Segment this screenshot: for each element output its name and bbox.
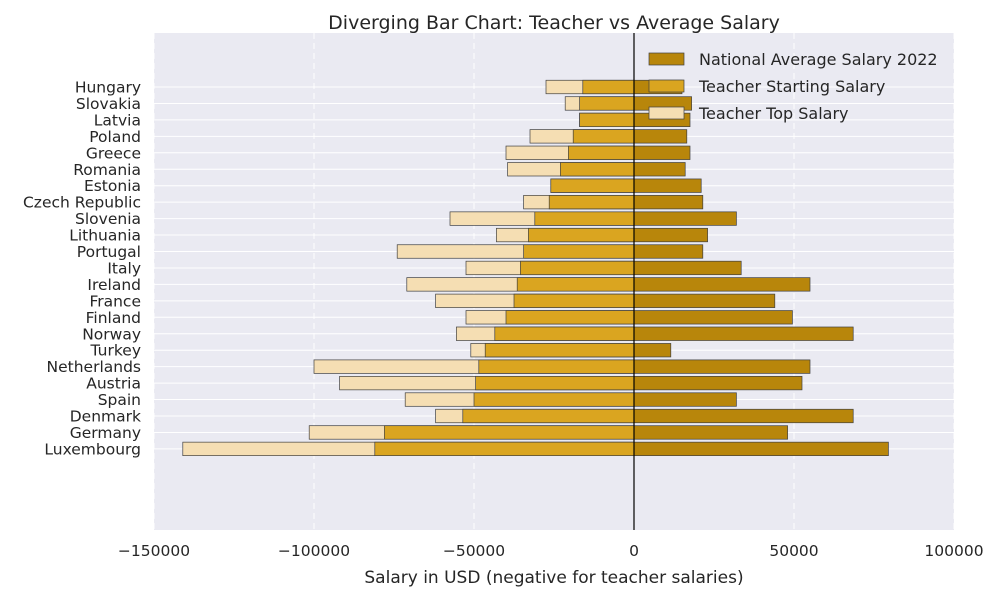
bar-national-average-salary-2022-turkey	[633, 343, 672, 358]
bar-national-average-salary-2022-ireland	[633, 277, 811, 292]
bar-teacher-starting-salary-estonia	[550, 178, 635, 193]
bar-national-average-salary-2022-norway	[633, 326, 854, 341]
y-tick-label: Czech Republic	[23, 194, 141, 212]
bar-national-average-salary-2022-luxembourg	[633, 441, 889, 456]
bar-teacher-starting-salary-lithuania	[528, 227, 635, 243]
legend-label: Teacher Top Salary	[698, 104, 849, 123]
y-tick-label: Turkey	[90, 342, 141, 360]
bars	[182, 79, 889, 456]
bar-teacher-starting-salary-italy	[520, 260, 635, 276]
x-tick-label: −50000	[443, 542, 505, 560]
bar-teacher-starting-salary-czech-republic	[548, 195, 635, 210]
y-tick-label: Lithuania	[69, 227, 141, 245]
y-tick-labels: HungarySlovakiaLatviaPolandGreeceRomania…	[23, 79, 141, 459]
x-tick-label: 100000	[924, 542, 983, 560]
bar-teacher-starting-salary-austria	[475, 376, 635, 391]
y-tick-label: Slovenia	[75, 210, 141, 228]
bar-national-average-salary-2022-estonia	[633, 178, 702, 193]
x-tick-labels: −150000 −100000 −50000 0 50000 100000	[118, 542, 984, 560]
legend-label: National Average Salary 2022	[699, 50, 938, 69]
bar-teacher-starting-salary-slovakia	[579, 96, 635, 111]
y-tick-label: Ireland	[87, 276, 141, 294]
bar-national-average-salary-2022-france	[633, 293, 776, 308]
y-tick-label: Germany	[70, 424, 141, 442]
y-tick-label: Romania	[73, 161, 141, 179]
y-tick-label: France	[89, 292, 141, 310]
y-tick-label: Luxembourg	[44, 440, 141, 458]
bar-national-average-salary-2022-czech-republic	[633, 195, 704, 210]
bar-teacher-starting-salary-greece	[568, 145, 635, 160]
bar-teacher-starting-salary-poland	[572, 129, 635, 144]
y-tick-label: Finland	[86, 309, 141, 327]
legend-label: Teacher Starting Salary	[698, 77, 885, 96]
bar-teacher-starting-salary-luxembourg	[374, 441, 635, 456]
y-tick-label: Latvia	[94, 111, 141, 129]
bar-teacher-starting-salary-turkey	[484, 343, 635, 358]
bar-national-average-salary-2022-finland	[633, 310, 793, 325]
bar-national-average-salary-2022-romania	[633, 162, 686, 177]
legend: National Average Salary 2022 Teacher Star…	[648, 50, 938, 123]
y-tick-label: Norway	[82, 325, 141, 343]
y-tick-label: Poland	[89, 128, 141, 146]
bar-national-average-salary-2022-lithuania	[633, 227, 708, 243]
y-tick-label: Italy	[107, 259, 141, 277]
x-tick-label: −100000	[278, 542, 350, 560]
bar-teacher-starting-salary-germany	[384, 425, 635, 440]
y-tick-label: Slovakia	[76, 95, 141, 113]
bar-national-average-salary-2022-netherlands	[633, 359, 811, 374]
x-tick-label: 0	[629, 542, 639, 560]
bar-teacher-starting-salary-portugal	[523, 244, 635, 259]
bar-teacher-starting-salary-spain	[473, 392, 635, 407]
bar-teacher-starting-salary-slovenia	[534, 211, 635, 226]
y-tick-label: Hungary	[75, 79, 141, 97]
bar-national-average-salary-2022-poland	[633, 129, 688, 144]
legend-swatch	[648, 79, 685, 93]
legend-swatch	[648, 52, 685, 66]
bar-national-average-salary-2022-slovenia	[633, 211, 737, 226]
bar-national-average-salary-2022-germany	[633, 425, 788, 440]
y-tick-label: Estonia	[84, 177, 141, 195]
bar-national-average-salary-2022-spain	[633, 392, 737, 407]
y-tick-label: Netherlands	[47, 358, 141, 376]
bar-teacher-starting-salary-ireland	[516, 277, 635, 292]
y-tick-label: Portugal	[77, 243, 141, 261]
chart-title: Diverging Bar Chart: Teacher vs Average …	[328, 12, 780, 34]
bar-teacher-starting-salary-romania	[560, 162, 635, 177]
bar-teacher-starting-salary-hungary	[582, 79, 635, 95]
y-tick-label: Denmark	[70, 408, 141, 426]
y-tick-label: Greece	[86, 144, 141, 162]
bar-teacher-starting-salary-netherlands	[478, 359, 635, 374]
bar-teacher-starting-salary-france	[513, 293, 635, 308]
y-tick-label: Austria	[86, 375, 141, 393]
bar-teacher-starting-salary-latvia	[579, 112, 635, 128]
y-tick-label: Spain	[98, 391, 141, 409]
bar-national-average-salary-2022-portugal	[633, 244, 704, 259]
legend-swatch	[648, 106, 685, 120]
bar-teacher-starting-salary-norway	[494, 326, 635, 341]
bar-national-average-salary-2022-italy	[633, 260, 742, 276]
bar-teacher-starting-salary-finland	[505, 310, 635, 325]
x-tick-label: −150000	[118, 542, 190, 560]
bar-teacher-starting-salary-denmark	[462, 408, 635, 424]
bar-national-average-salary-2022-austria	[633, 376, 803, 391]
bar-national-average-salary-2022-denmark	[633, 408, 854, 424]
x-tick-label: 50000	[769, 542, 818, 560]
bar-national-average-salary-2022-greece	[633, 145, 691, 160]
x-axis-label: Salary in USD (negative for teacher sala…	[364, 568, 743, 588]
